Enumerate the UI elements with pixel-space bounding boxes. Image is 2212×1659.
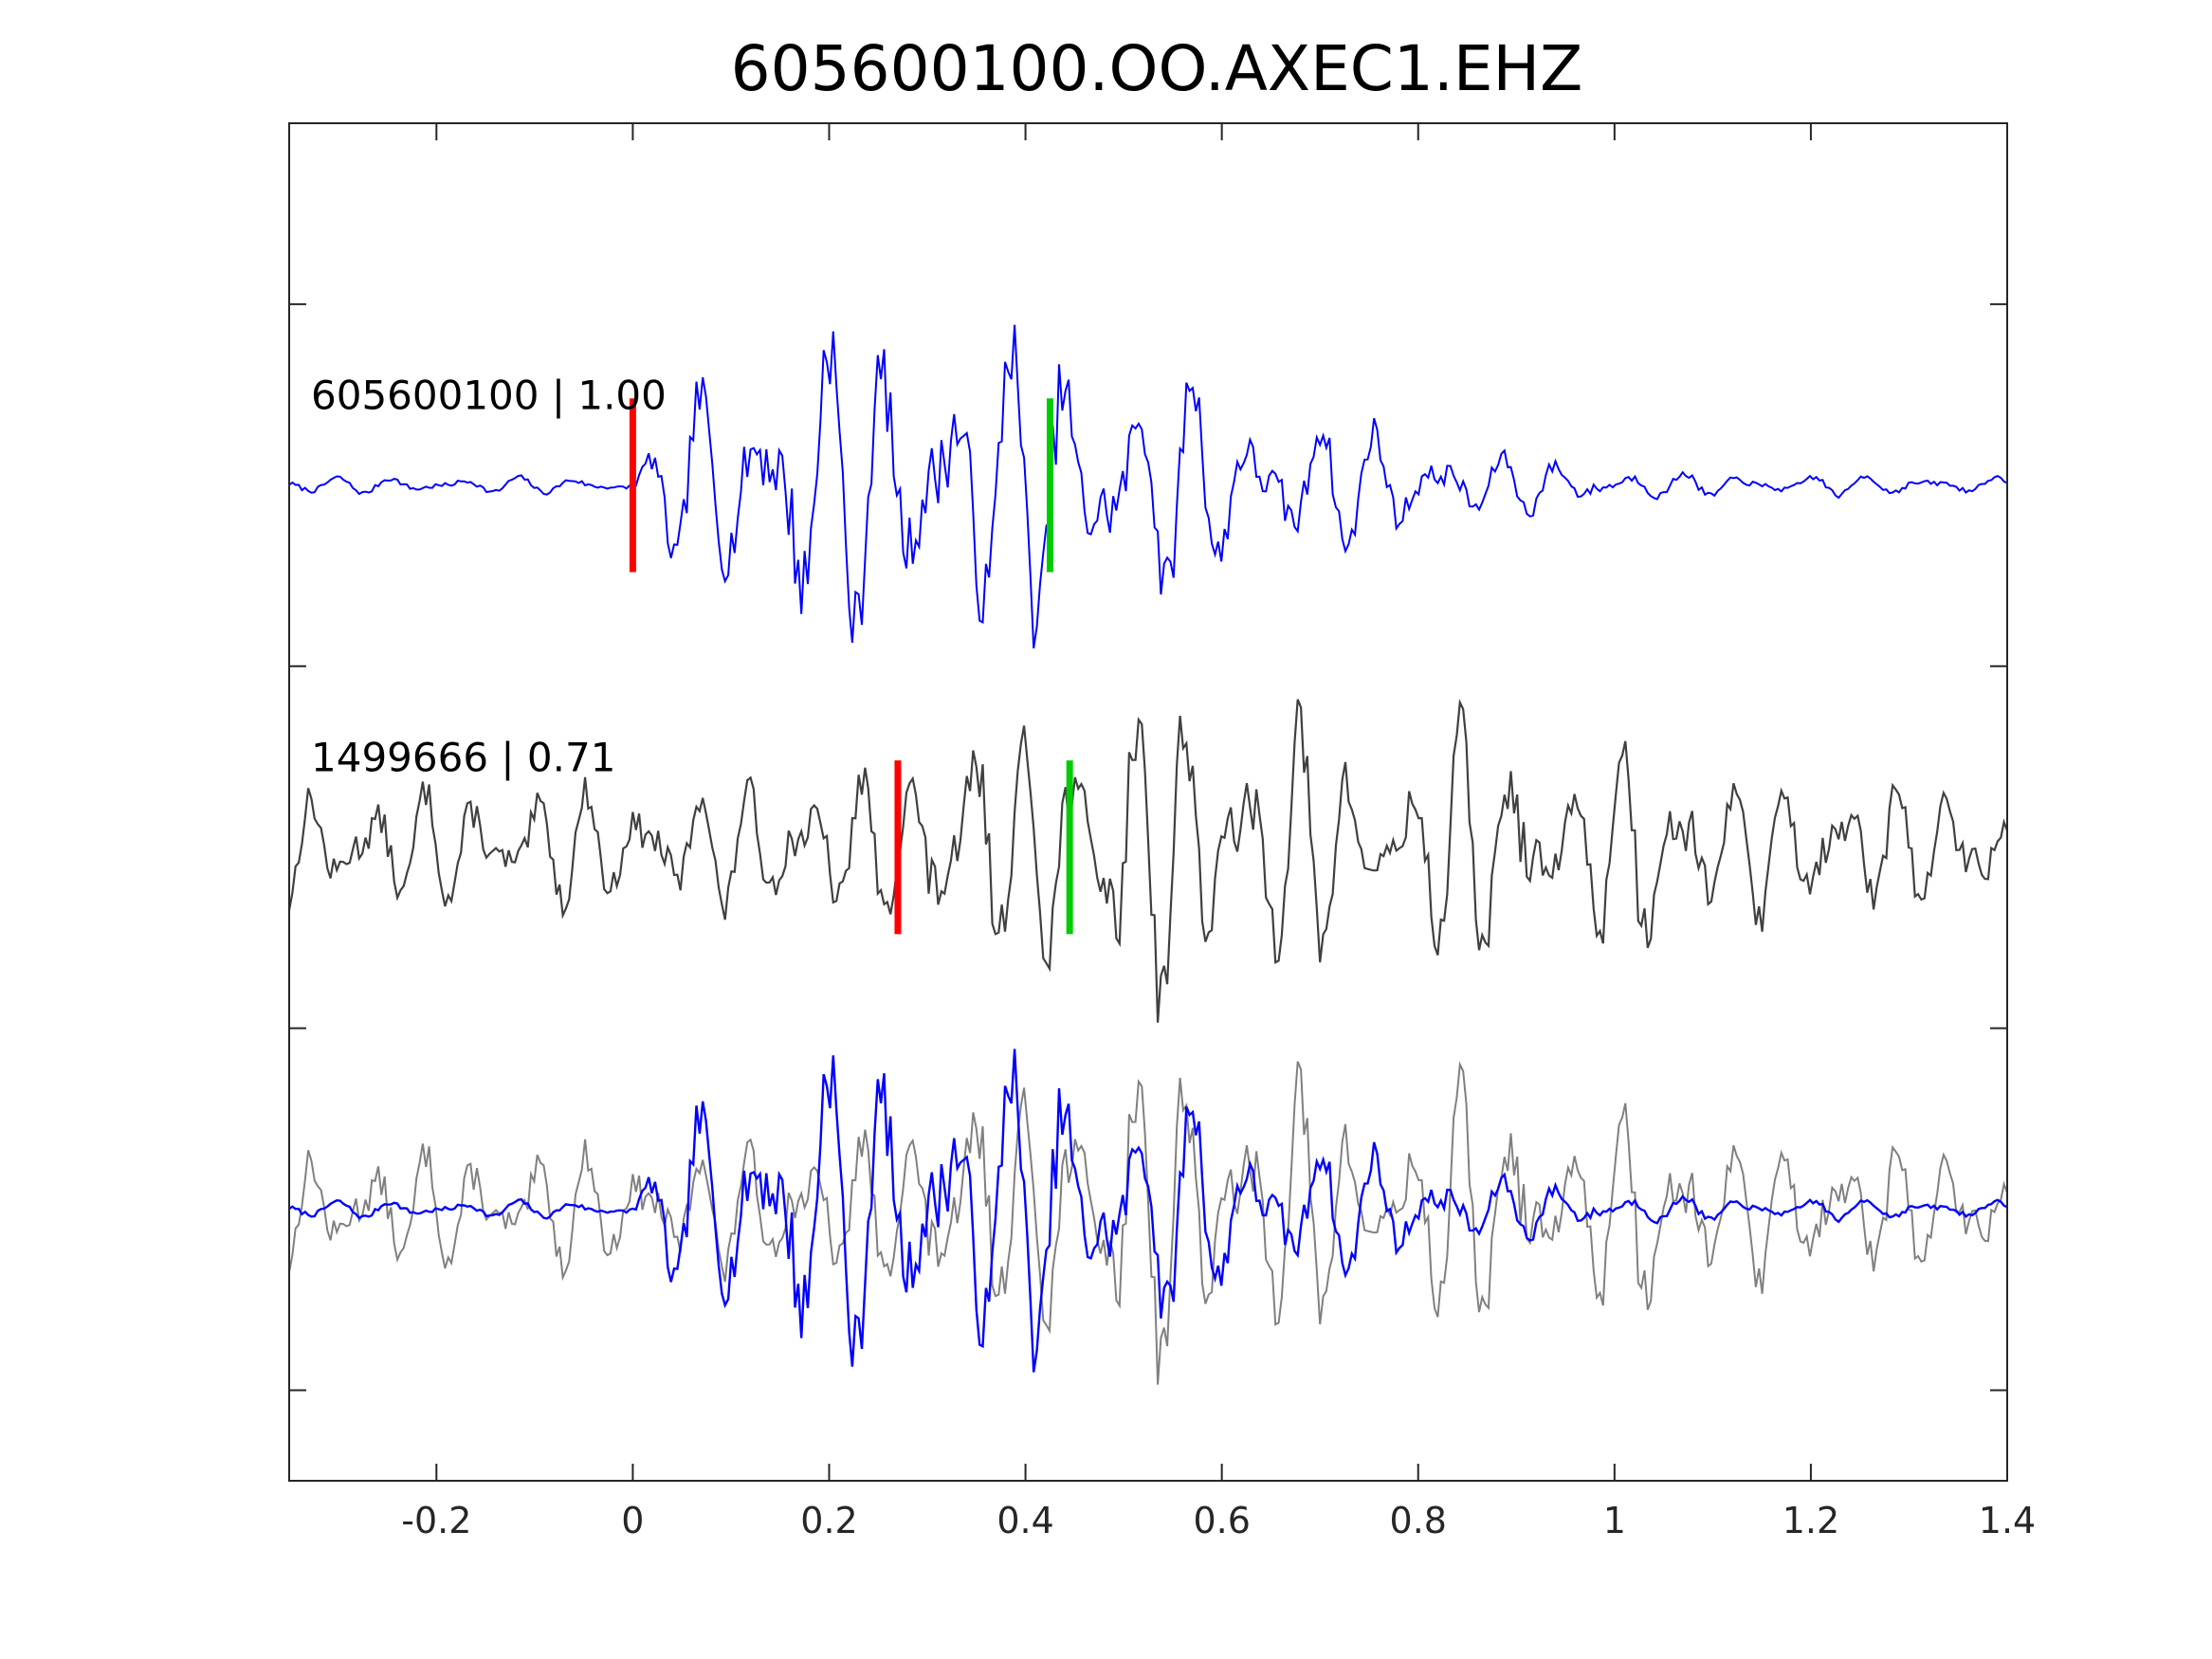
x-tick-label: 0.2 [800,1500,857,1541]
waveform-middle [287,698,2009,1023]
x-tick-label: 0 [621,1500,644,1541]
chart-title: 605600100.OO.AXEC1.EHZ [731,32,1583,105]
x-tick-label: -0.2 [401,1500,471,1541]
picks-layer [629,398,1073,935]
trace-labels-layer: 605600100 | 1.00 1499666 | 0.71 [311,373,667,781]
waveform-top [288,324,2008,648]
waveform-overlay-blue [288,1048,2008,1373]
trace-label-middle: 1499666 | 0.71 [311,735,615,781]
trace-label-top: 605600100 | 1.00 [311,373,667,419]
x-tick-label: 0.6 [1193,1500,1250,1541]
x-tick-label: 1.2 [1782,1500,1839,1541]
x-tick-label: 0.4 [996,1500,1053,1541]
traces-layer [287,324,2009,1385]
waveform-overlay-gray [288,1061,2008,1385]
x-tick-label: 0.8 [1390,1500,1447,1541]
x-tick-label: 1 [1603,1500,1626,1541]
x-tick-label: 1.4 [1979,1500,2036,1541]
ticks-layer: -0.2 0 0.2 0.4 0.6 0.8 1 1.2 1.4 [289,123,2036,1541]
axes-frame [288,122,2008,1482]
